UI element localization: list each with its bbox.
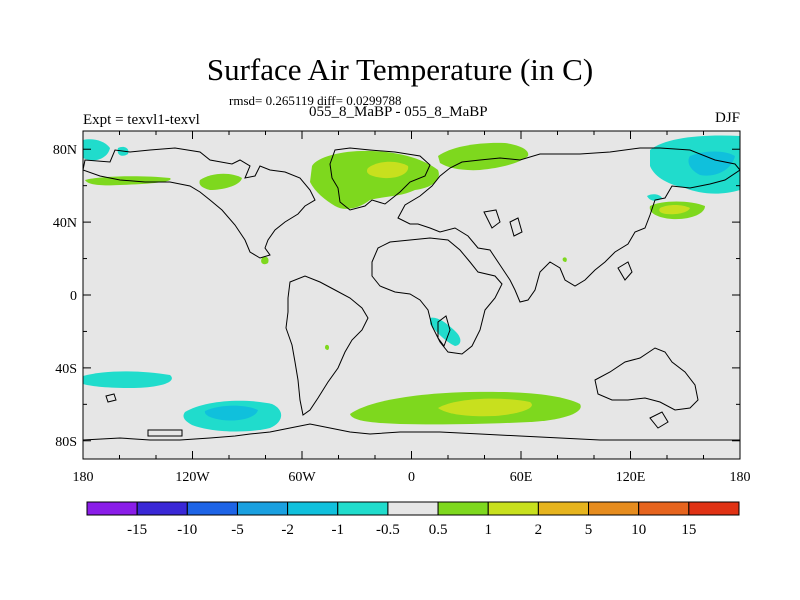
colorbar-label: 15	[681, 522, 696, 538]
chart-title: Surface Air Temperature (in C)	[206, 52, 594, 87]
coastline	[83, 423, 740, 441]
colorbar-swatch	[136, 501, 188, 516]
colorbar-label: -0.5	[376, 522, 400, 538]
chart-stats: rmsd= 0.265119 diff= 0.0299788	[229, 93, 402, 108]
x-tick-label: 0	[408, 470, 415, 485]
coastline	[483, 209, 501, 229]
y-tick-label: 0	[70, 289, 77, 304]
anomaly-region	[199, 173, 242, 190]
colorbar-label: 2	[535, 522, 543, 538]
colorbar-swatch	[688, 501, 740, 516]
colorbar-label: -5	[231, 522, 244, 538]
y-axis: 80N 40N 0 40S 80S	[53, 143, 740, 450]
season-label: DJF	[714, 110, 740, 126]
experiment-label: Expt = texvl1-texvl	[83, 112, 200, 128]
colorbar-label: 1	[484, 522, 492, 538]
coastline	[83, 147, 316, 259]
coastlines	[83, 147, 740, 441]
coastline	[617, 261, 633, 281]
anomaly-region	[562, 257, 567, 262]
x-tick-label: 60E	[510, 470, 533, 485]
anomaly-region	[83, 371, 172, 388]
coastline	[397, 147, 740, 303]
colorbar-swatch	[337, 501, 389, 516]
coastline	[371, 237, 503, 355]
coastline	[594, 347, 699, 411]
x-tick-label: 180	[73, 470, 94, 485]
colorbar-label: 10	[631, 522, 646, 538]
colorbar-swatch	[537, 501, 590, 516]
chart-subtitle: 055_8_MaBP - 055_8_MaBP	[309, 104, 488, 120]
colorbar-label: 5	[585, 522, 593, 538]
colorbar-label: 0.5	[429, 522, 448, 538]
colorbar-label: -2	[281, 522, 294, 538]
coastline	[329, 147, 431, 211]
coastline	[649, 411, 669, 429]
anomaly-region	[204, 405, 258, 421]
coastline	[437, 315, 451, 348]
anomaly-region	[366, 161, 409, 179]
y-tick-label: 80N	[53, 143, 77, 158]
colorbar-label: -10	[177, 522, 197, 538]
colorbar-swatch	[638, 501, 690, 516]
anomaly-region	[659, 205, 690, 215]
colorbar-swatch	[387, 501, 439, 516]
coastline	[147, 429, 183, 437]
x-tick-label: 120E	[616, 470, 646, 485]
colorbar-swatch	[437, 501, 489, 516]
x-tick-label: 180	[730, 470, 751, 485]
colorbar-label: -1	[332, 522, 345, 538]
colorbar: -15 -10 -5 -2 -1 -0.5 0.5 1 2 5 10 15	[86, 501, 740, 538]
coastline	[509, 217, 523, 237]
coastline	[105, 393, 117, 403]
y-tick-label: 80S	[55, 435, 77, 450]
anomaly-region	[438, 142, 529, 171]
x-axis: 180 120W 60W 0 60E 120E 180	[73, 131, 751, 485]
colorbar-swatch	[236, 501, 289, 516]
anomaly-region	[688, 151, 735, 176]
colorbar-swatch	[588, 501, 640, 516]
y-tick-label: 40N	[53, 216, 77, 231]
colorbar-swatch	[487, 501, 539, 516]
y-tick-label: 40S	[55, 362, 77, 377]
coastline	[285, 275, 369, 416]
anomaly-region	[438, 398, 532, 417]
anomaly-region	[83, 139, 110, 161]
anomaly-region	[261, 256, 269, 265]
x-tick-label: 120W	[175, 470, 210, 485]
x-tick-label: 60W	[288, 470, 316, 485]
colorbar-swatch	[287, 501, 339, 516]
anomaly-region	[324, 344, 330, 350]
colorbar-swatch	[186, 501, 238, 516]
colorbar-label: -15	[127, 522, 147, 538]
colorbar-swatch	[86, 501, 138, 516]
